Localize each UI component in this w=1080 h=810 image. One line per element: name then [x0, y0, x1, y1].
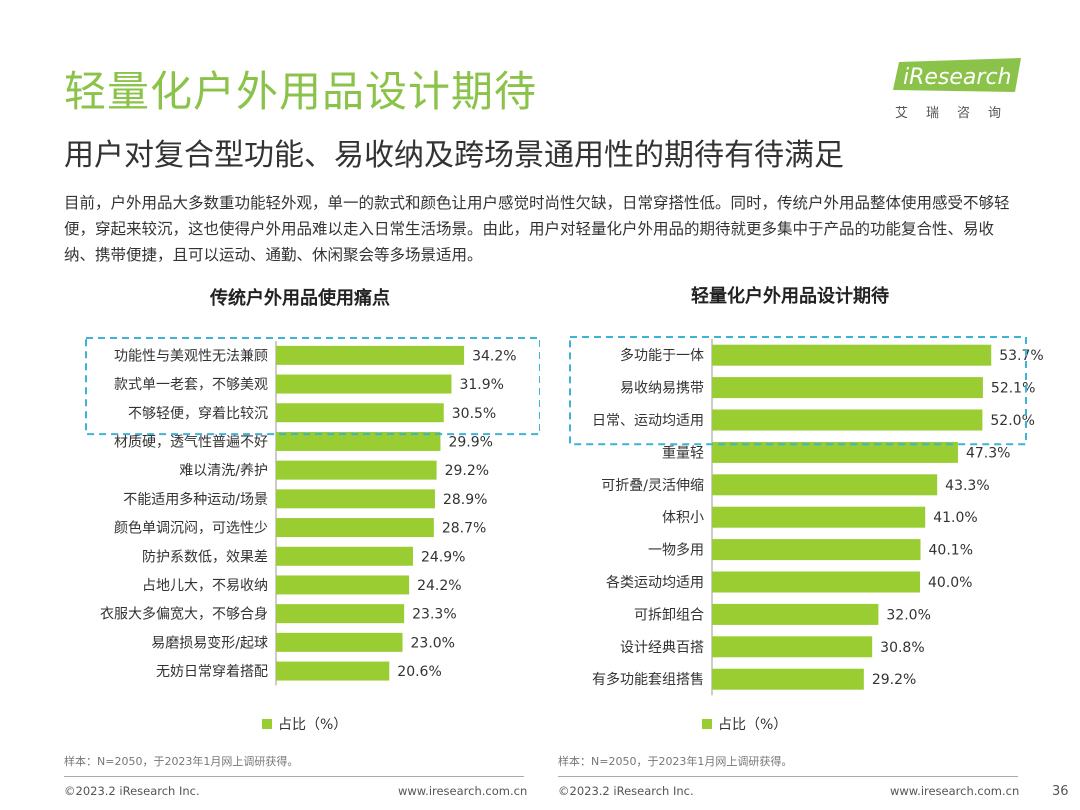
right-footer-copyright: ©2023.2 iResearch Inc.	[558, 784, 694, 798]
data-label: 40.0%	[928, 575, 972, 591]
data-label: 29.2%	[872, 672, 916, 688]
category-label: 重量轻	[662, 445, 704, 461]
category-label: 衣服大多偏宽大，不够合身	[100, 606, 268, 623]
data-label: 52.0%	[990, 413, 1034, 429]
bar	[276, 546, 413, 566]
data-label: 24.2%	[417, 578, 461, 594]
bar	[712, 506, 926, 528]
bar	[276, 403, 444, 423]
legend-swatch	[262, 719, 272, 729]
logo-text: iResearch	[903, 65, 1012, 90]
bar	[276, 661, 390, 681]
category-label: 日常、运动均适用	[592, 413, 704, 429]
bar	[276, 575, 410, 595]
logo-subtitle: 艾瑞咨询	[895, 106, 1020, 121]
category-label: 各类运动均适用	[606, 575, 704, 591]
category-label: 可折叠/灵活伸缩	[601, 478, 704, 494]
bar	[276, 460, 437, 480]
category-label: 一物多用	[648, 542, 704, 559]
category-label: 可拆卸组合	[634, 607, 704, 623]
page-title: 轻量化户外用品设计期待	[64, 67, 538, 116]
bar	[712, 441, 958, 463]
bar	[276, 632, 403, 652]
category-label: 难以清洗/养护	[179, 463, 268, 479]
category-label: 易磨损易变形/起球	[151, 635, 268, 651]
category-label: 款式单一老套，不够美观	[114, 377, 268, 393]
category-label: 多功能于一体	[620, 347, 704, 364]
right-legend: 占比（%）	[702, 714, 787, 734]
category-label: 占地儿大，不易收纳	[142, 578, 268, 594]
category-label: 防护系数低，效果差	[142, 549, 268, 565]
category-label: 不够轻便，穿着比较沉	[128, 406, 268, 422]
bar	[712, 636, 873, 658]
data-label: 52.1%	[991, 381, 1035, 397]
data-label: 29.9%	[448, 434, 492, 450]
right-chart-title: 轻量化户外用品设计期待	[691, 286, 889, 307]
category-label: 功能性与美观性无法兼顾	[114, 348, 268, 364]
data-label: 28.7%	[442, 521, 486, 537]
legend-swatch	[702, 719, 712, 729]
right-sample-note: 样本：N=2050，于2023年1月网上调研获得。	[558, 755, 793, 768]
data-label: 40.1%	[929, 543, 973, 559]
data-label: 47.3%	[966, 445, 1010, 461]
category-label: 颜色单调沉闷，可选性少	[114, 520, 268, 537]
data-label: 23.0%	[411, 635, 455, 651]
data-label: 30.8%	[880, 640, 924, 656]
category-label: 不能适用多种运动/场景	[123, 491, 268, 508]
bar	[276, 518, 434, 538]
legend-label: 占比（%）	[278, 717, 348, 733]
right-bar-chart: 多功能于一体 53.7% 易收纳易携带 52.1% 日常、运动均适用 52.0% 重量轻 47…	[569, 336, 1044, 696]
left-bar-chart: 功能性与美观性无法兼顾 34.2% 款式单一老套，不够美观 31.9% 不够轻便，穿着比…	[85, 337, 540, 686]
data-label: 32.0%	[886, 607, 930, 623]
data-label: 31.9%	[459, 377, 503, 393]
iresearch-logo: iResearch	[893, 58, 1023, 94]
bar	[276, 345, 465, 365]
data-label: 24.9%	[421, 549, 465, 565]
bar	[712, 409, 983, 431]
bar	[712, 668, 864, 690]
page-number: 36	[1052, 784, 1069, 799]
left-sample-note: 样本：N=2050，于2023年1月网上调研获得。	[64, 755, 299, 768]
category-label: 材质硬，透气性普遍不好	[114, 434, 268, 450]
left-footer-divider	[64, 776, 524, 777]
bar	[276, 489, 435, 509]
data-label: 43.3%	[945, 478, 989, 494]
highlight-box	[569, 336, 1027, 446]
left-legend: 占比（%）	[262, 714, 347, 734]
data-label: 53.7%	[999, 348, 1043, 364]
bar	[712, 344, 992, 366]
data-label: 30.5%	[452, 406, 496, 422]
bar	[276, 374, 452, 394]
right-footer-divider	[558, 776, 1018, 777]
body-paragraph: 目前，户外用品大多数重功能轻外观，单一的款式和颜色让用户感觉时尚性欠缺，日常穿搭…	[64, 194, 1010, 264]
category-label: 无妨日常穿着搭配	[156, 664, 268, 680]
data-label: 41.0%	[933, 510, 977, 526]
left-chart-title: 传统户外用品使用痛点	[210, 288, 390, 309]
data-label: 23.3%	[412, 607, 456, 623]
bar	[712, 377, 983, 399]
bar	[276, 431, 441, 451]
bar	[712, 603, 879, 625]
left-footer-url: www.iresearch.com.cn	[398, 784, 528, 798]
bar	[712, 571, 920, 593]
page-subtitle: 用户对复合型功能、易收纳及跨场景通用性的期待有待满足	[64, 138, 844, 173]
left-footer-copyright: ©2023.2 iResearch Inc.	[64, 784, 200, 798]
right-footer-url: www.iresearch.com.cn	[890, 784, 1020, 798]
bar	[712, 539, 921, 561]
category-label: 有多功能套组搭售	[592, 671, 704, 688]
category-label: 体积小	[662, 510, 704, 526]
category-label: 设计经典百搭	[620, 640, 704, 656]
data-label: 20.6%	[397, 664, 441, 680]
bar	[276, 604, 405, 624]
bar	[712, 474, 938, 496]
legend-label: 占比（%）	[718, 717, 788, 733]
data-label: 28.9%	[443, 492, 487, 508]
data-label: 29.2%	[445, 463, 489, 479]
data-label: 34.2%	[472, 348, 516, 364]
category-label: 易收纳易携带	[620, 381, 704, 397]
